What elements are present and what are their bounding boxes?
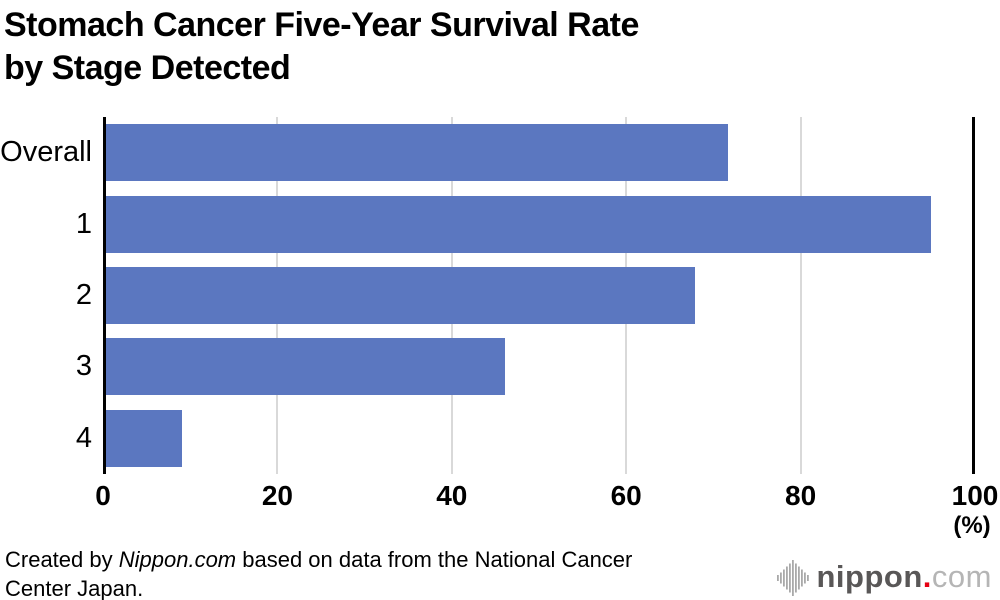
plot-area [103, 117, 975, 474]
credit-prefix: Created by [5, 547, 119, 572]
category-label-3: 3 [75, 350, 92, 383]
source-credit: Created by Nippon.com based on data from… [5, 545, 632, 600]
chart-title-line2: by Stage Detected [4, 49, 291, 87]
bar-series [106, 117, 975, 474]
category-label-overall: Overall [0, 136, 92, 169]
x-tick-label-40: 40 [436, 480, 468, 511]
logo-text-nippon: nippon [816, 559, 923, 594]
bar-row-2 [106, 260, 975, 331]
chart-title-line1: Stomach Cancer Five-Year Survival Rate [4, 6, 639, 44]
logo-text-com: com [931, 559, 992, 594]
logo-text-dot: . [922, 559, 932, 594]
nippon-com-logo-text: nippon.com [817, 559, 993, 595]
category-label-1: 1 [75, 207, 92, 240]
bar-3 [106, 338, 505, 396]
y-axis-category-labels: Overall 1 2 3 4 [0, 117, 92, 474]
x-tick-label-0: 0 [95, 480, 111, 511]
bar-row-overall [106, 117, 975, 188]
x-tick-label-80: 80 [785, 480, 817, 511]
y-axis-line [103, 117, 106, 474]
bar-row-3 [106, 331, 975, 402]
credit-line1-rest: based on data from the National Cancer [236, 547, 633, 572]
chart-title: Stomach Cancer Five-Year Survival Rate b… [4, 4, 639, 90]
bar-2 [106, 267, 696, 325]
bar-4 [106, 409, 183, 467]
x-tick-label-100: 100 [951, 480, 999, 511]
source-credit-line2: Center Japan. [5, 576, 144, 600]
nippon-com-logo: nippon.com [775, 556, 993, 598]
bar-row-4 [106, 403, 975, 474]
source-credit-line1: Created by Nippon.com based on data from… [5, 545, 632, 574]
gridline-80 [799, 117, 802, 474]
category-label-4: 4 [75, 421, 92, 454]
category-label-2: 2 [75, 279, 92, 312]
credit-brand: Nippon.com [118, 547, 237, 572]
x-axis-unit-label: (%) [953, 512, 991, 539]
bar-overall [106, 124, 729, 182]
x-tick-label-60: 60 [610, 480, 642, 511]
bar-row-1 [106, 188, 975, 259]
right-boundary-line [972, 117, 975, 474]
sound-wave-icon [776, 560, 809, 596]
x-tick-label-20: 20 [261, 480, 293, 511]
bar-1 [106, 195, 931, 253]
